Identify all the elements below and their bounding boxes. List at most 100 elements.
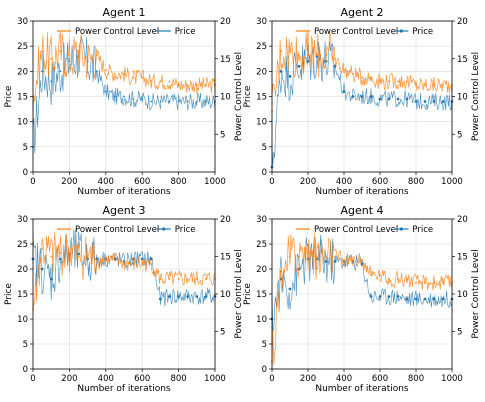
panel-agent-1: 0 200 400 600 800 1000 0 5 10 15 20 25 30 5 10 15 20 Agen… <box>4 6 244 197</box>
x-tick-label: 600 <box>372 374 388 384</box>
x-axis-label: Number of iterations <box>315 187 409 197</box>
data-point <box>50 80 53 83</box>
y-tick-label: 20 <box>256 265 267 275</box>
y-right-tick-label: 5 <box>220 130 225 140</box>
data-point <box>77 50 80 53</box>
data-point <box>149 257 153 261</box>
data-point <box>352 259 354 262</box>
data-point <box>123 72 125 75</box>
y-right-tick-label: 5 <box>457 130 462 140</box>
data-point <box>205 100 207 103</box>
data-point <box>396 97 400 101</box>
data-point <box>159 278 162 280</box>
legend-label-power: Power Control Level <box>75 27 159 37</box>
y-right-tick-label: 10 <box>220 290 231 300</box>
legend-marker-price <box>399 29 403 33</box>
x-tick-label: 600 <box>372 177 388 187</box>
data-point <box>95 259 98 262</box>
y-right-axis-label: Power Control Level <box>234 249 244 338</box>
data-point <box>324 260 328 263</box>
data-point <box>177 278 180 280</box>
data-point <box>195 100 198 103</box>
x-tick-label: 0 <box>30 177 35 187</box>
x-tick-label: 400 <box>98 177 114 187</box>
y-tick-label: 15 <box>17 290 28 300</box>
y-tick-label: 30 <box>17 17 28 27</box>
chart-title: Agent 4 <box>340 204 383 217</box>
y-axis-label: Price <box>243 85 253 107</box>
data-point <box>288 287 292 291</box>
data-point <box>159 80 162 83</box>
data-point <box>150 263 153 265</box>
data-point <box>132 76 135 79</box>
legend-label-price: Price <box>175 27 196 37</box>
data-point <box>387 295 391 298</box>
x-tick-label: 0 <box>30 374 35 384</box>
y-tick-label: 30 <box>256 215 267 225</box>
x-tick-label: 800 <box>408 374 424 384</box>
data-point <box>68 57 71 60</box>
data-point <box>361 76 363 79</box>
data-point <box>289 255 291 258</box>
data-point <box>77 255 80 258</box>
legend-label-price: Price <box>412 225 433 235</box>
x-axis-label: Number of iterations <box>77 384 171 394</box>
series-line-power-control-level <box>271 232 453 366</box>
data-point <box>95 54 98 56</box>
legend-label-power: Power Control Level <box>314 27 398 37</box>
data-point <box>298 54 300 56</box>
data-point <box>442 281 444 284</box>
data-point <box>424 281 426 284</box>
x-tick-label: 800 <box>170 177 186 187</box>
y-right-tick-label: 10 <box>457 93 468 103</box>
data-point <box>40 267 44 271</box>
data-point <box>280 50 282 53</box>
data-point <box>388 80 390 83</box>
y-tick-label: 10 <box>17 315 28 325</box>
data-point <box>168 80 171 83</box>
data-point <box>186 84 189 87</box>
data-point <box>370 76 372 79</box>
data-point <box>369 95 373 98</box>
data-point <box>379 80 381 83</box>
data-point <box>159 297 162 301</box>
series-line-power-control-level <box>32 31 216 116</box>
data-point <box>141 263 144 265</box>
data-point <box>104 259 107 262</box>
x-tick-label: 1000 <box>204 374 226 384</box>
data-point <box>423 100 427 103</box>
data-point <box>104 69 107 71</box>
data-point <box>433 84 435 87</box>
data-point <box>388 278 390 280</box>
data-point <box>59 50 62 53</box>
data-point <box>343 69 345 71</box>
y-tick-label: 15 <box>17 93 28 103</box>
y-right-tick-label: 15 <box>220 55 231 65</box>
x-tick-label: 1000 <box>441 374 463 384</box>
y-tick-label: 10 <box>256 118 267 128</box>
data-point <box>361 259 363 262</box>
data-point <box>414 100 418 103</box>
data-point <box>433 281 435 284</box>
data-point <box>406 278 408 280</box>
chart-title: Agent 3 <box>102 204 145 217</box>
data-point <box>379 274 381 277</box>
y-tick-label: 25 <box>17 240 28 250</box>
legend-marker-price <box>399 227 403 231</box>
data-point <box>415 281 417 284</box>
data-point <box>378 97 382 101</box>
x-tick-label: 400 <box>336 374 352 384</box>
data-point <box>334 57 336 60</box>
data-point <box>195 278 198 280</box>
data-point <box>140 257 144 261</box>
data-point <box>316 255 318 258</box>
x-tick-label: 400 <box>336 177 352 187</box>
y-tick-label: 0 <box>23 365 28 375</box>
data-point <box>432 100 436 103</box>
data-point <box>41 248 43 250</box>
y-axis-label: Price <box>243 283 253 305</box>
data-point <box>177 100 180 103</box>
y-tick-label: 5 <box>23 143 28 153</box>
data-point <box>68 251 71 254</box>
y-right-tick-label: 20 <box>457 215 468 225</box>
